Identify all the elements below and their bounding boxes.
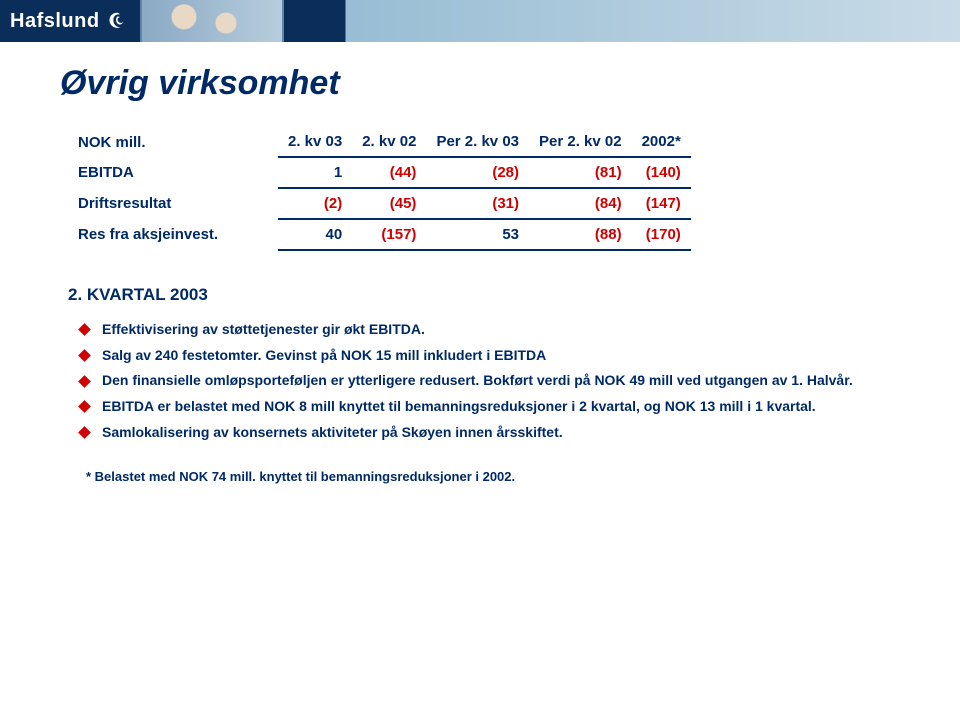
list-item: EBITDA er belastet med NOK 8 mill knytte… [80,396,910,418]
footnote: * Belastet med NOK 74 mill. knyttet til … [86,469,910,484]
brand-name: Hafslund [10,10,100,33]
col-header: Per 2. kv 03 [426,127,529,157]
bullet-list: Effektivisering av støttetjenester gir ø… [80,319,910,443]
cell: (31) [426,188,529,219]
section-heading: 2. KVARTAL 2003 [68,285,910,305]
cell: (84) [529,188,632,219]
cell: 53 [426,219,529,250]
row-label: Driftsresultat [68,188,278,219]
table-corner-label: NOK mill. [68,127,278,157]
list-item: Den finansielle omløpsporteføljen er ytt… [80,370,910,392]
table-row: EBITDA1(44)(28)(81)(140) [68,157,691,188]
cell: (147) [632,188,691,219]
financial-table: NOK mill. 2. kv 03 2. kv 02 Per 2. kv 03… [68,127,691,251]
topbar: Hafslund [0,0,960,42]
cell: 1 [278,157,352,188]
col-header: 2. kv 02 [352,127,426,157]
cell: (2) [278,188,352,219]
table-row: Driftsresultat(2)(45)(31)(84)(147) [68,188,691,219]
cell: (88) [529,219,632,250]
table-row: Res fra aksjeinvest.40(157)53(88)(170) [68,219,691,250]
table-header-row: NOK mill. 2. kv 03 2. kv 02 Per 2. kv 03… [68,127,691,157]
brand-swirl-icon [106,10,128,32]
slide-body: Øvrig virksomhet NOK mill. 2. kv 03 2. k… [0,42,960,494]
cell: (81) [529,157,632,188]
row-label: Res fra aksjeinvest. [68,219,278,250]
list-item: Effektivisering av støttetjenester gir ø… [80,319,910,341]
row-label: EBITDA [68,157,278,188]
list-item: Samlokalisering av konsernets aktivitete… [80,422,910,444]
page-title: Øvrig virksomhet [60,64,910,103]
brand: Hafslund [0,10,128,33]
col-header: Per 2. kv 02 [529,127,632,157]
cell: (28) [426,157,529,188]
cell: (140) [632,157,691,188]
topbar-photo [140,0,284,42]
cell: (44) [352,157,426,188]
col-header: 2002* [632,127,691,157]
col-header: 2. kv 03 [278,127,352,157]
cell: (157) [352,219,426,250]
list-item: Salg av 240 festetomter. Gevinst på NOK … [80,345,910,367]
cell: (170) [632,219,691,250]
cell: (45) [352,188,426,219]
cell: 40 [278,219,352,250]
